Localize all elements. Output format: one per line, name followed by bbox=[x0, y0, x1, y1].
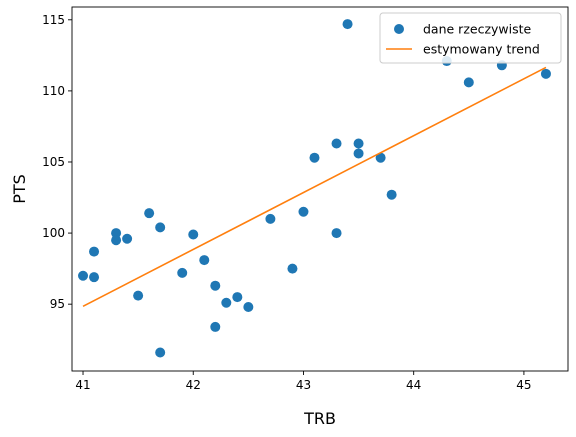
x-tick-label: 42 bbox=[186, 378, 201, 392]
plot-content bbox=[78, 19, 551, 358]
scatter-point bbox=[298, 206, 309, 217]
legend-label-dane-rzeczywiste: dane rzeczywiste bbox=[423, 22, 532, 37]
scatter-point bbox=[540, 68, 551, 79]
scatter-point bbox=[353, 148, 364, 159]
y-axis-title: PTS bbox=[10, 174, 29, 204]
scatter-point bbox=[331, 228, 342, 239]
y-tick-label: 100 bbox=[42, 226, 65, 240]
scatter-point bbox=[386, 189, 397, 200]
trend-line bbox=[82, 66, 547, 308]
scatter-point bbox=[287, 263, 298, 274]
scatter-point bbox=[111, 228, 122, 239]
legend: dane rzeczywiste estymowany trend bbox=[379, 12, 562, 64]
x-axis-title: TRB bbox=[303, 409, 336, 428]
y-tick-label: 105 bbox=[42, 155, 65, 169]
scatter-point bbox=[463, 77, 474, 88]
legend-marker-dane-rzeczywiste bbox=[394, 24, 404, 34]
x-axis-ticks: 41 42 43 44 45 bbox=[75, 371, 532, 392]
scatter-point bbox=[133, 290, 144, 301]
scatter-point bbox=[342, 19, 353, 30]
scatter-point bbox=[155, 222, 166, 233]
y-tick-label: 95 bbox=[50, 297, 65, 311]
plot-frame bbox=[71, 6, 569, 372]
y-tick-label: 110 bbox=[42, 84, 65, 98]
scatter-point bbox=[188, 229, 199, 240]
scatter-point bbox=[111, 235, 122, 246]
scatter-point bbox=[89, 272, 100, 283]
y-axis-ticks: 95 100 105 110 115 bbox=[42, 13, 72, 311]
scatter-point bbox=[122, 233, 133, 244]
scatter-point bbox=[232, 292, 243, 303]
y-tick-label: 115 bbox=[42, 13, 65, 27]
scatter-point bbox=[375, 152, 386, 163]
scatter-point bbox=[144, 208, 155, 219]
scatter-point bbox=[210, 280, 221, 291]
legend-box bbox=[379, 12, 562, 64]
scatter-point bbox=[210, 321, 221, 332]
scatter-point bbox=[78, 270, 89, 281]
legend-label-estymowany-trend: estymowany trend bbox=[423, 42, 540, 57]
x-tick-label: 41 bbox=[75, 378, 90, 392]
x-tick-label: 44 bbox=[406, 378, 421, 392]
scatter-point bbox=[199, 255, 210, 266]
scatter-point bbox=[177, 267, 188, 278]
scatter-point bbox=[309, 152, 320, 163]
scatter-point bbox=[265, 213, 276, 224]
scatter-point bbox=[353, 138, 364, 149]
scatter-point bbox=[221, 297, 232, 308]
scatter-point bbox=[155, 347, 166, 358]
scatter-point bbox=[89, 246, 100, 257]
scatter-point bbox=[243, 302, 254, 313]
x-tick-label: 45 bbox=[516, 378, 531, 392]
scatter-point bbox=[331, 138, 342, 149]
x-tick-label: 43 bbox=[296, 378, 311, 392]
